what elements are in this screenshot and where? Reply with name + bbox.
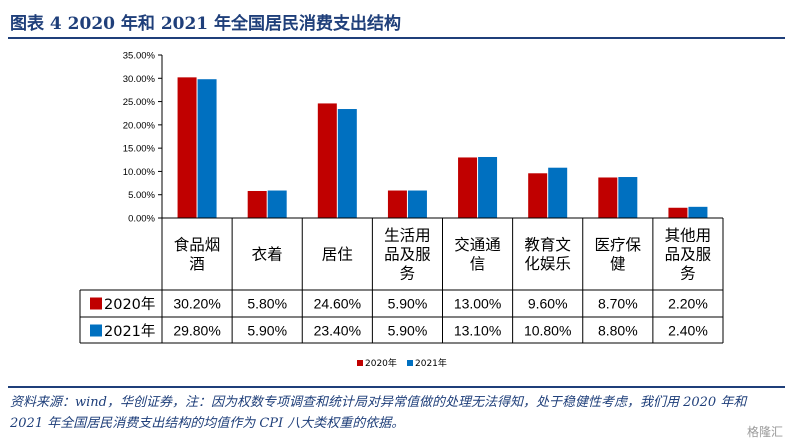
category-label: 生活用: [384, 227, 431, 245]
bar-2021-7: [688, 206, 708, 218]
data-label: 5.90%: [388, 296, 428, 312]
legend: 2020年 2021年: [357, 357, 447, 369]
bar-2020-6: [598, 177, 618, 218]
y-tick-label: 20.00%: [123, 120, 156, 131]
data-label: 13.10%: [454, 323, 501, 339]
data-label: 5.90%: [388, 323, 428, 339]
bar-2021-0: [197, 79, 217, 219]
data-label: 24.60%: [314, 296, 361, 312]
y-tick-label: 15.00%: [123, 144, 156, 155]
data-label: 8.80%: [598, 323, 638, 339]
bar-2020-1: [247, 190, 267, 218]
y-tick-label: 25.00%: [123, 97, 156, 108]
data-label: 9.60%: [528, 296, 568, 312]
category-label: 务: [400, 265, 416, 283]
category-label: 医疗保: [595, 236, 642, 254]
y-tick-label: 0.00%: [128, 214, 155, 225]
row-key-label: 2021年: [104, 323, 155, 340]
data-label: 5.80%: [247, 296, 287, 312]
y-tick-label: 5.00%: [128, 190, 155, 201]
data-label: 29.80%: [173, 323, 220, 339]
footnote: 资料来源：wind，华创证券，注：因为权数专项调查和统计局对异常值做的处理无法得…: [10, 395, 747, 431]
bar-2021-1: [267, 190, 287, 218]
data-label: 10.80%: [524, 323, 571, 339]
chart-title: 图表 4 2020 年和 2021 年全国居民消费支出结构: [10, 14, 402, 34]
legend-swatch-2021: [407, 360, 413, 366]
title-divider: [8, 37, 785, 39]
legend-swatch-2020: [357, 360, 363, 366]
y-tick-label: 30.00%: [123, 74, 156, 85]
y-tick-label: 10.00%: [123, 167, 156, 178]
category-label: 化娱乐: [524, 255, 571, 273]
y-tick-label: 35.00%: [123, 51, 156, 62]
row-key-swatch-2021: [90, 324, 102, 337]
bar-2020-7: [668, 207, 688, 218]
data-label: 30.20%: [173, 296, 220, 312]
row-key-label: 2020年: [104, 296, 155, 313]
category-label: 其他用: [665, 227, 712, 245]
data-label: 2.20%: [668, 296, 708, 312]
bar-2021-2: [337, 109, 357, 218]
bar-2021-4: [478, 156, 498, 218]
category-label: 品及服: [665, 246, 712, 264]
bars: [177, 77, 708, 219]
data-label: 5.90%: [247, 323, 287, 339]
watermark: 格隆汇: [746, 425, 783, 439]
legend-label: 2020年: [365, 357, 397, 369]
footnote-divider: [8, 386, 785, 388]
bar-2020-2: [317, 103, 337, 218]
category-label: 酒: [189, 255, 205, 273]
bar-2020-0: [177, 77, 197, 219]
category-label: 信: [470, 255, 486, 273]
category-label: 居住: [322, 246, 353, 264]
y-axis: 0.00% 5.00% 10.00% 15.00% 20.00% 25.00% 30.00%…: [123, 51, 163, 225]
bar-2021-6: [618, 177, 638, 218]
data-label: 13.00%: [454, 296, 501, 312]
category-label: 衣着: [252, 246, 283, 264]
row-key-swatch-2020: [90, 297, 102, 310]
legend-label: 2021年: [415, 357, 447, 369]
category-label: 健: [610, 255, 626, 273]
data-label: 23.40%: [314, 323, 361, 339]
bar-2020-5: [528, 173, 548, 218]
category-label: 交通通: [454, 236, 501, 254]
bar-2021-5: [548, 167, 568, 218]
data-label: 8.70%: [598, 296, 638, 312]
category-label: 食品烟: [174, 236, 221, 254]
bar-2020-4: [458, 157, 478, 218]
category-label: 务: [680, 265, 696, 283]
category-label: 教育文: [524, 236, 571, 254]
category-label: 品及服: [384, 246, 431, 264]
bar-2021-3: [407, 190, 427, 218]
bar-2020-3: [387, 190, 407, 218]
data-label: 2.40%: [668, 323, 708, 339]
